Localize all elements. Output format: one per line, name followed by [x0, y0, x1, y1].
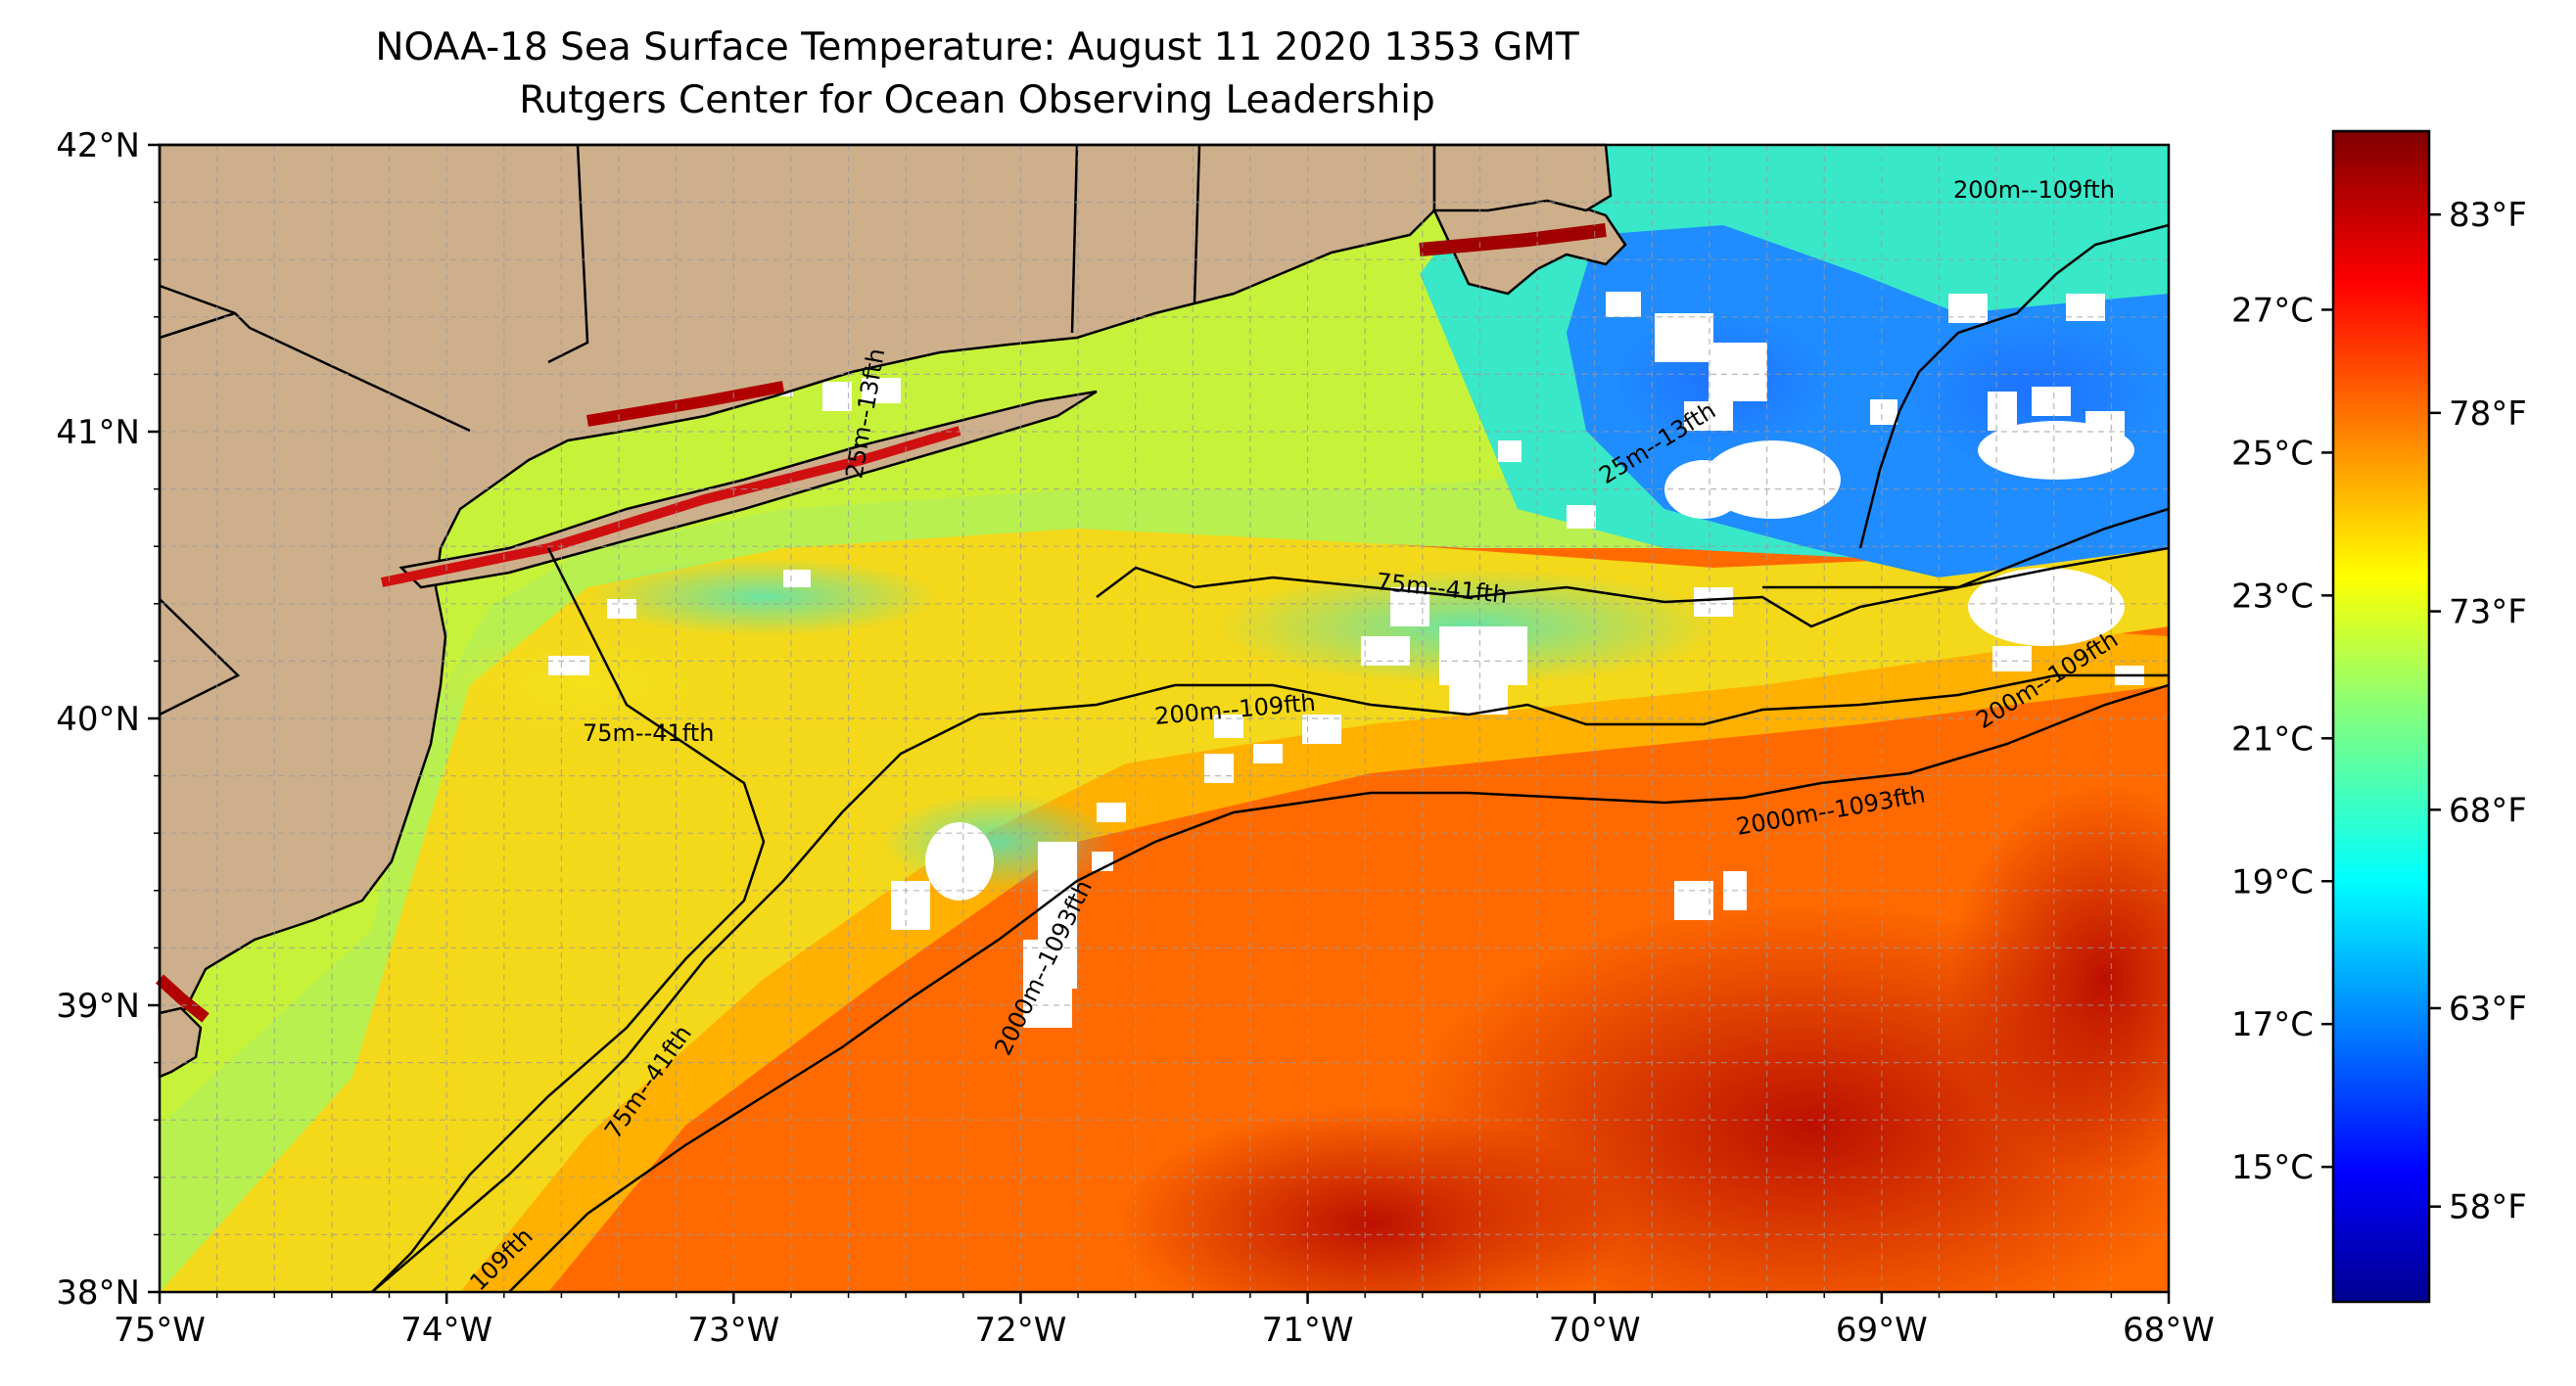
lat-tick-label: 42°N	[56, 126, 140, 165]
border-ct-ri	[1193, 144, 1201, 304]
delaware-bay-warm	[155, 974, 210, 1023]
lon-tick-label: 68°W	[2123, 1311, 2215, 1350]
south-shore-warm	[380, 426, 961, 587]
contour-2000m-east	[1076, 683, 2169, 883]
lon-tick-label: 72°W	[974, 1311, 1066, 1350]
c-tick-label: 23°C	[2231, 577, 2314, 616]
c-tick-label: 15°C	[2231, 1148, 2314, 1187]
f-tick-label: 78°F	[2449, 394, 2527, 434]
lon-tick-label: 73°W	[687, 1311, 779, 1350]
border-de	[159, 598, 241, 716]
contour-label: 75m--41fth	[583, 719, 714, 747]
lat-tick-label: 38°N	[56, 1273, 140, 1313]
c-tick-label: 21°C	[2231, 719, 2314, 759]
sst-cyan-band-3	[881, 793, 1116, 891]
contour-75m-ne	[1762, 507, 2169, 589]
f-tick-label: 73°F	[2449, 593, 2527, 632]
buzzards-warm	[1419, 223, 1607, 256]
f-tick-label: 68°F	[2449, 791, 2527, 830]
cloud-mask	[548, 292, 2144, 1028]
c-tick-label: 19°C	[2231, 862, 2314, 901]
border-md-pa	[159, 311, 236, 340]
contour-2000m-west	[508, 880, 1078, 1292]
c-tick-label: 17°C	[2231, 1005, 2314, 1044]
contour-200m	[371, 673, 2169, 1292]
sst-hot-core-3	[1116, 1106, 1625, 1292]
lat-tick-label: 39°N	[56, 987, 140, 1026]
f-tick-label: 63°F	[2449, 990, 2527, 1029]
lat-tick-label: 41°N	[56, 413, 140, 452]
coastal-warm-strips	[155, 223, 1607, 1023]
colorbar-ticks: 83°F 78°F 73°F 68°F 63°F 58°F 27°C 25°C 23°C 21°C…	[2231, 196, 2527, 1227]
lon-tick-label: 75°W	[114, 1311, 206, 1350]
border-pa-nj	[159, 284, 471, 433]
lat-tick-label: 40°N	[56, 700, 140, 739]
contour-75m-west	[371, 547, 766, 1292]
c-tick-label: 25°C	[2231, 434, 2314, 473]
f-tick-label: 83°F	[2449, 196, 2527, 235]
lon-tick-label: 74°W	[400, 1311, 492, 1350]
border-ny-ct	[1070, 144, 1079, 334]
lat-lon-grid	[160, 145, 2169, 1292]
f-tick-label: 58°F	[2449, 1188, 2527, 1227]
contour-25m-ne	[1858, 223, 2169, 549]
map-subtitle: Rutgers Center for Ocean Observing Leade…	[519, 78, 1435, 122]
sst-yellow-patch	[431, 626, 744, 744]
lon-tick-label: 71°W	[1262, 1311, 1354, 1350]
bathymetry-contours	[371, 223, 2169, 1292]
contour-75m-north	[1096, 546, 2169, 628]
colorbar-gradient	[2331, 129, 2431, 1304]
contour-label: 200m--109fth	[1953, 176, 2115, 204]
colorbar: 83°F 78°F 73°F 68°F 63°F 58°F 27°C 25°C 23°C 21°C…	[2231, 129, 2527, 1304]
sst-hot-core-2	[1948, 783, 2169, 1175]
c-tick-label: 27°C	[2231, 291, 2314, 330]
sst-cyan-band-2	[587, 558, 940, 636]
lon-tick-label: 70°W	[1549, 1311, 1641, 1350]
lon-tick-label: 69°W	[1836, 1311, 1928, 1350]
mainland-coast	[158, 143, 1436, 1031]
li-sound-warm	[586, 381, 785, 427]
cape-cod-mainland	[1432, 143, 1613, 212]
map-title: NOAA-18 Sea Surface Temperature: August …	[375, 25, 1579, 69]
border-ny-nj	[547, 144, 589, 364]
map-axes: 75°W 74°W 73°W 72°W 71°W 70°W 69°W 68°W 42°N 41°N…	[56, 126, 2215, 1350]
